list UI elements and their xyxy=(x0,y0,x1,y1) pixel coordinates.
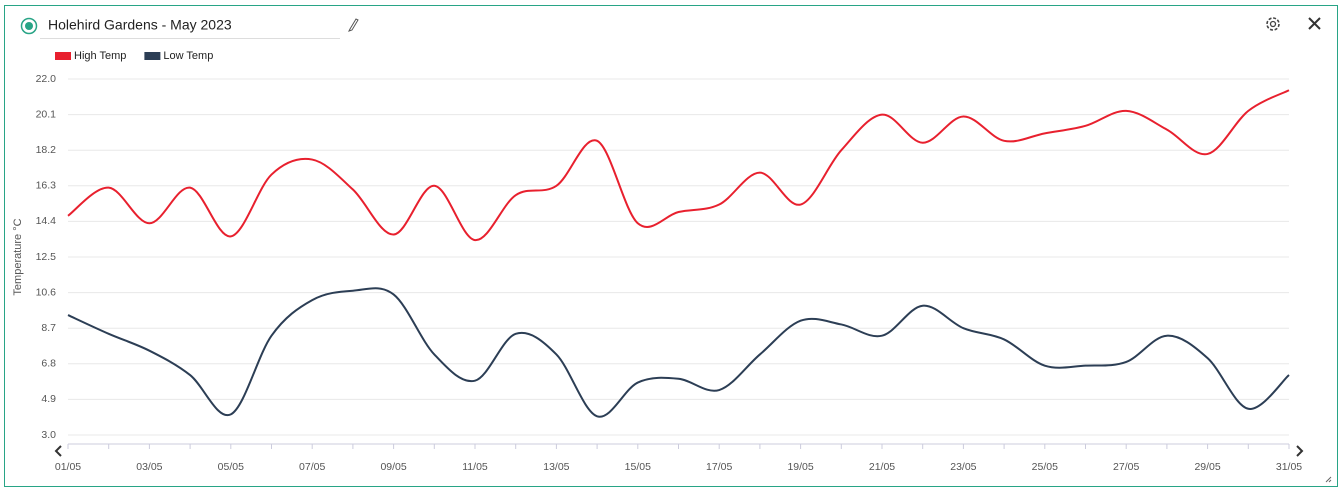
scroll-left[interactable] xyxy=(54,445,62,457)
resize-handle[interactable] xyxy=(1325,476,1332,483)
scroll-right[interactable] xyxy=(1296,445,1304,457)
x-tick-label: 17/05 xyxy=(706,461,732,473)
x-tick-label: 07/05 xyxy=(299,461,325,473)
series-line xyxy=(67,89,1290,242)
y-tick-label: 20.1 xyxy=(36,108,57,120)
x-tick-label: 01/05 xyxy=(55,461,81,473)
y-tick-label: 6.8 xyxy=(41,358,56,370)
legend-label: High Temp xyxy=(74,50,126,62)
close-icon[interactable] xyxy=(1308,17,1321,30)
x-tick-label: 03/05 xyxy=(136,461,162,473)
x-tick-label: 25/05 xyxy=(1032,461,1058,473)
status-dot xyxy=(25,22,33,30)
x-tick-label: 13/05 xyxy=(543,461,569,473)
widget-border xyxy=(4,5,1338,487)
y-tick-label: 14.4 xyxy=(36,215,57,227)
x-tick-label: 31/05 xyxy=(1276,461,1302,473)
y-tick-label: 4.9 xyxy=(41,393,56,405)
series-line xyxy=(67,287,1290,418)
y-tick-label: 22.0 xyxy=(36,73,57,85)
y-tick-label: 10.6 xyxy=(36,286,57,298)
legend-label: Low Temp xyxy=(163,50,213,62)
y-tick-label: 3.0 xyxy=(41,429,56,441)
settings-icon[interactable] xyxy=(1266,17,1280,31)
y-tick-label: 12.5 xyxy=(36,251,57,263)
x-tick-label: 27/05 xyxy=(1113,461,1139,473)
x-tick-label: 19/05 xyxy=(787,461,813,473)
y-tick-label: 18.2 xyxy=(36,144,57,156)
x-tick-label: 15/05 xyxy=(625,461,651,473)
chart-title[interactable]: Holehird Gardens - May 2023 xyxy=(48,17,232,33)
legend-swatch xyxy=(144,52,161,60)
x-tick-label: 29/05 xyxy=(1194,461,1220,473)
x-tick-label: 11/05 xyxy=(462,461,488,473)
x-tick-label: 09/05 xyxy=(380,461,406,473)
y-tick-label: 8.7 xyxy=(41,322,56,334)
edit-icon[interactable] xyxy=(348,18,359,32)
y-tick-label: 16.3 xyxy=(36,180,57,192)
x-tick-label: 05/05 xyxy=(218,461,244,473)
y-axis-label: Temperature °C xyxy=(12,218,24,295)
legend-swatch xyxy=(55,52,71,60)
x-tick-label: 21/05 xyxy=(869,461,895,473)
x-tick-label: 23/05 xyxy=(950,461,976,473)
